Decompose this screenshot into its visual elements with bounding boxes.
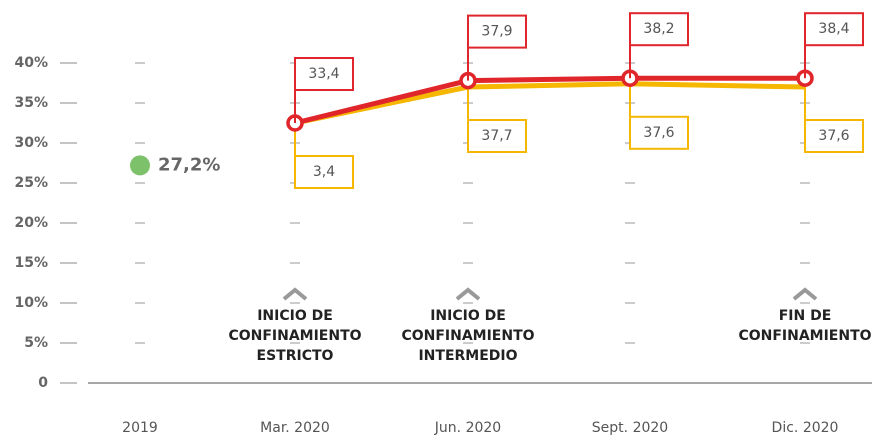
event-label: CONFINAMIENTO	[228, 328, 361, 344]
y-tick-label: 30%	[14, 135, 48, 151]
box-label: 37,6	[643, 125, 674, 141]
x-tick-label: Dic. 2020	[772, 420, 839, 436]
label-box	[467, 119, 527, 153]
series-line	[294, 81, 806, 126]
x-tick-label: Sept. 2020	[592, 420, 668, 436]
y-tick-label: 15%	[14, 255, 48, 271]
box-label: 37,6	[818, 128, 849, 144]
label-box	[294, 57, 354, 91]
y-tick-label: 10%	[14, 295, 48, 311]
event-label: FIN DE	[779, 308, 832, 324]
event-label: INICIO DE	[257, 308, 333, 324]
label-box	[294, 155, 354, 189]
value-label: 27,2%	[158, 154, 220, 175]
event-label: INTERMEDIO	[418, 348, 517, 364]
label-box	[804, 119, 864, 153]
box-label: 37,7	[481, 128, 512, 144]
label-box	[467, 14, 527, 49]
point	[130, 155, 150, 176]
box-label: 37,9	[481, 24, 512, 40]
box-label: 3,4	[313, 164, 335, 180]
event-arrow	[792, 287, 818, 301]
event-label: CONFINAMIENTO	[401, 328, 534, 344]
y-tick-label: 35%	[14, 95, 48, 111]
label-box	[804, 12, 864, 47]
x-tick-label: Jun. 2020	[434, 420, 501, 436]
event-label: INICIO DE	[430, 308, 506, 324]
label-box	[629, 12, 689, 47]
event-arrow	[282, 287, 308, 301]
box-label: 33,4	[308, 66, 339, 82]
label-box	[629, 115, 689, 150]
event-label: CONFINAMIENTO	[738, 328, 871, 344]
x-tick-label: Mar. 2020	[260, 420, 330, 436]
box-label: 38,2	[643, 21, 674, 37]
y-tick-label: 20%	[14, 215, 48, 231]
event-arrow	[455, 287, 481, 301]
y-tick-label: 0	[38, 375, 48, 391]
y-tick-label: 5%	[24, 335, 48, 351]
x-tick-label: 2019	[122, 420, 158, 436]
y-tick-label: 25%	[14, 175, 48, 191]
event-label: ESTRICTO	[257, 348, 334, 364]
y-tick-label: 40%	[14, 55, 48, 71]
box-label: 38,4	[818, 21, 849, 37]
series-line	[294, 75, 805, 126]
